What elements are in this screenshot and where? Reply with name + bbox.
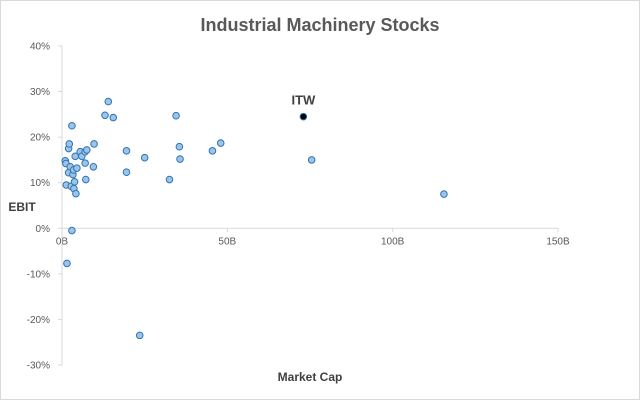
data-point [70,178,79,186]
y-tick-label: 30% [30,87,50,98]
data-point [82,175,90,184]
y-tick-label: 20% [30,133,50,144]
data-point [104,97,113,106]
data-point [135,331,144,340]
data-point [208,147,217,155]
data-point [68,226,76,235]
data-point [307,156,316,164]
x-tick-marks [61,228,559,233]
data-point [101,111,109,120]
x-axis-title: Market Cap [278,370,343,384]
y-tick-label: -10% [27,269,50,280]
y-tick-marks [58,45,62,366]
y-tick-label: 40% [30,42,50,53]
data-point [140,153,149,162]
chart-title: Industrial Machinery Stocks [200,15,439,35]
data-points [61,97,448,340]
data-point [440,190,448,198]
data-point [109,113,118,122]
y-axis-title: EBIT [8,200,36,214]
data-point [175,142,184,151]
x-tick-label: 50B [218,236,236,247]
x-tick-label: 150B [546,236,570,247]
data-point [72,189,80,198]
highlighted-data-point [299,112,308,121]
annotation-label: ITW [291,93,316,108]
data-point [81,159,89,167]
y-tick-label: -30% [27,361,50,372]
data-point [68,121,76,130]
x-tick-labels: 0B 50B 100B 150B [56,236,570,247]
data-point [172,111,180,120]
data-point [63,259,71,268]
data-point [216,139,225,147]
data-point [89,162,98,171]
x-tick-label: 100B [381,236,405,247]
data-point [122,168,131,177]
data-point [165,175,174,184]
data-point [73,164,81,172]
data-point [83,146,91,154]
y-tick-labels: 40% 30% 20% 10% 0% -10% -20% -30% [27,42,50,372]
data-point [90,140,98,148]
y-tick-label: -20% [27,315,50,326]
data-point [176,155,184,163]
data-point [122,147,131,155]
y-tick-label: 0% [36,224,51,235]
y-tick-label: 10% [30,178,50,189]
annotations: ITW [291,93,316,108]
data-point [65,140,74,148]
